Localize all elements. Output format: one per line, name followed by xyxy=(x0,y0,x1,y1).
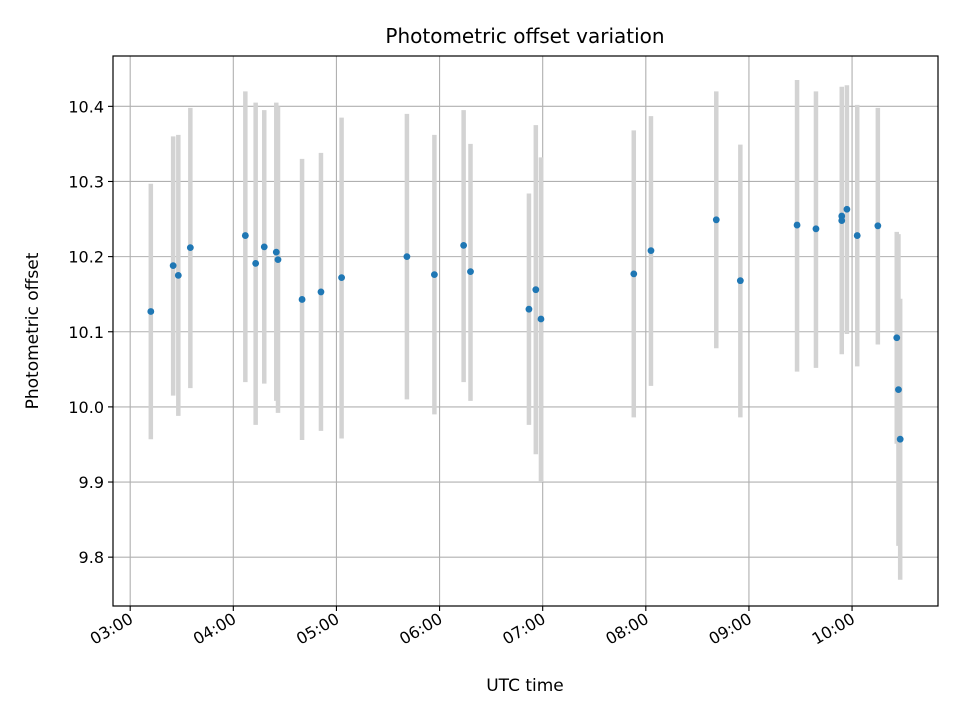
y-axis-ticks: 9.8 9.9 10.0 10.1 10.2 10.3 10.4 xyxy=(68,97,113,567)
data-point xyxy=(260,243,268,251)
data-point xyxy=(431,271,438,279)
data-point xyxy=(403,253,411,261)
y-tick-label: 10.0 xyxy=(68,398,104,417)
data-point xyxy=(147,308,155,315)
data-point xyxy=(893,334,901,342)
data-point xyxy=(853,232,861,239)
y-tick-label: 9.8 xyxy=(79,548,104,567)
data-point xyxy=(532,286,540,294)
data-point xyxy=(843,205,851,213)
grid-lines xyxy=(113,56,938,606)
data-point xyxy=(647,247,655,255)
data-point xyxy=(272,248,280,256)
chart-title: Photometric offset variation xyxy=(385,24,664,48)
y-tick-label: 10.1 xyxy=(68,323,104,342)
plot-area xyxy=(113,56,938,606)
data-point xyxy=(174,271,182,279)
data-point xyxy=(274,256,282,264)
y-tick-label: 10.4 xyxy=(68,97,104,116)
data-point xyxy=(630,270,638,278)
data-point xyxy=(537,315,545,323)
data-point xyxy=(525,305,533,313)
data-point xyxy=(460,241,468,249)
data-point xyxy=(874,222,882,230)
y-tick-label: 10.3 xyxy=(68,172,104,191)
x-axis-label: UTC time xyxy=(486,676,564,696)
data-point xyxy=(793,221,801,229)
y-axis-label: Photometric offset xyxy=(23,252,43,409)
data-point xyxy=(317,288,325,296)
data-point xyxy=(467,268,474,276)
y-tick-label: 9.9 xyxy=(79,473,104,492)
data-point xyxy=(896,435,904,443)
data-points xyxy=(147,205,904,443)
data-point xyxy=(169,262,177,270)
data-point xyxy=(338,274,345,282)
data-point xyxy=(712,216,720,224)
data-point xyxy=(252,259,260,267)
data-point xyxy=(895,386,902,394)
data-point xyxy=(736,277,744,285)
data-point xyxy=(298,296,306,303)
data-point xyxy=(241,232,249,239)
y-tick-label: 10.2 xyxy=(68,248,104,267)
data-point xyxy=(838,217,846,224)
data-point xyxy=(186,244,194,251)
plot-frame xyxy=(112,55,939,607)
data-point xyxy=(812,225,820,233)
